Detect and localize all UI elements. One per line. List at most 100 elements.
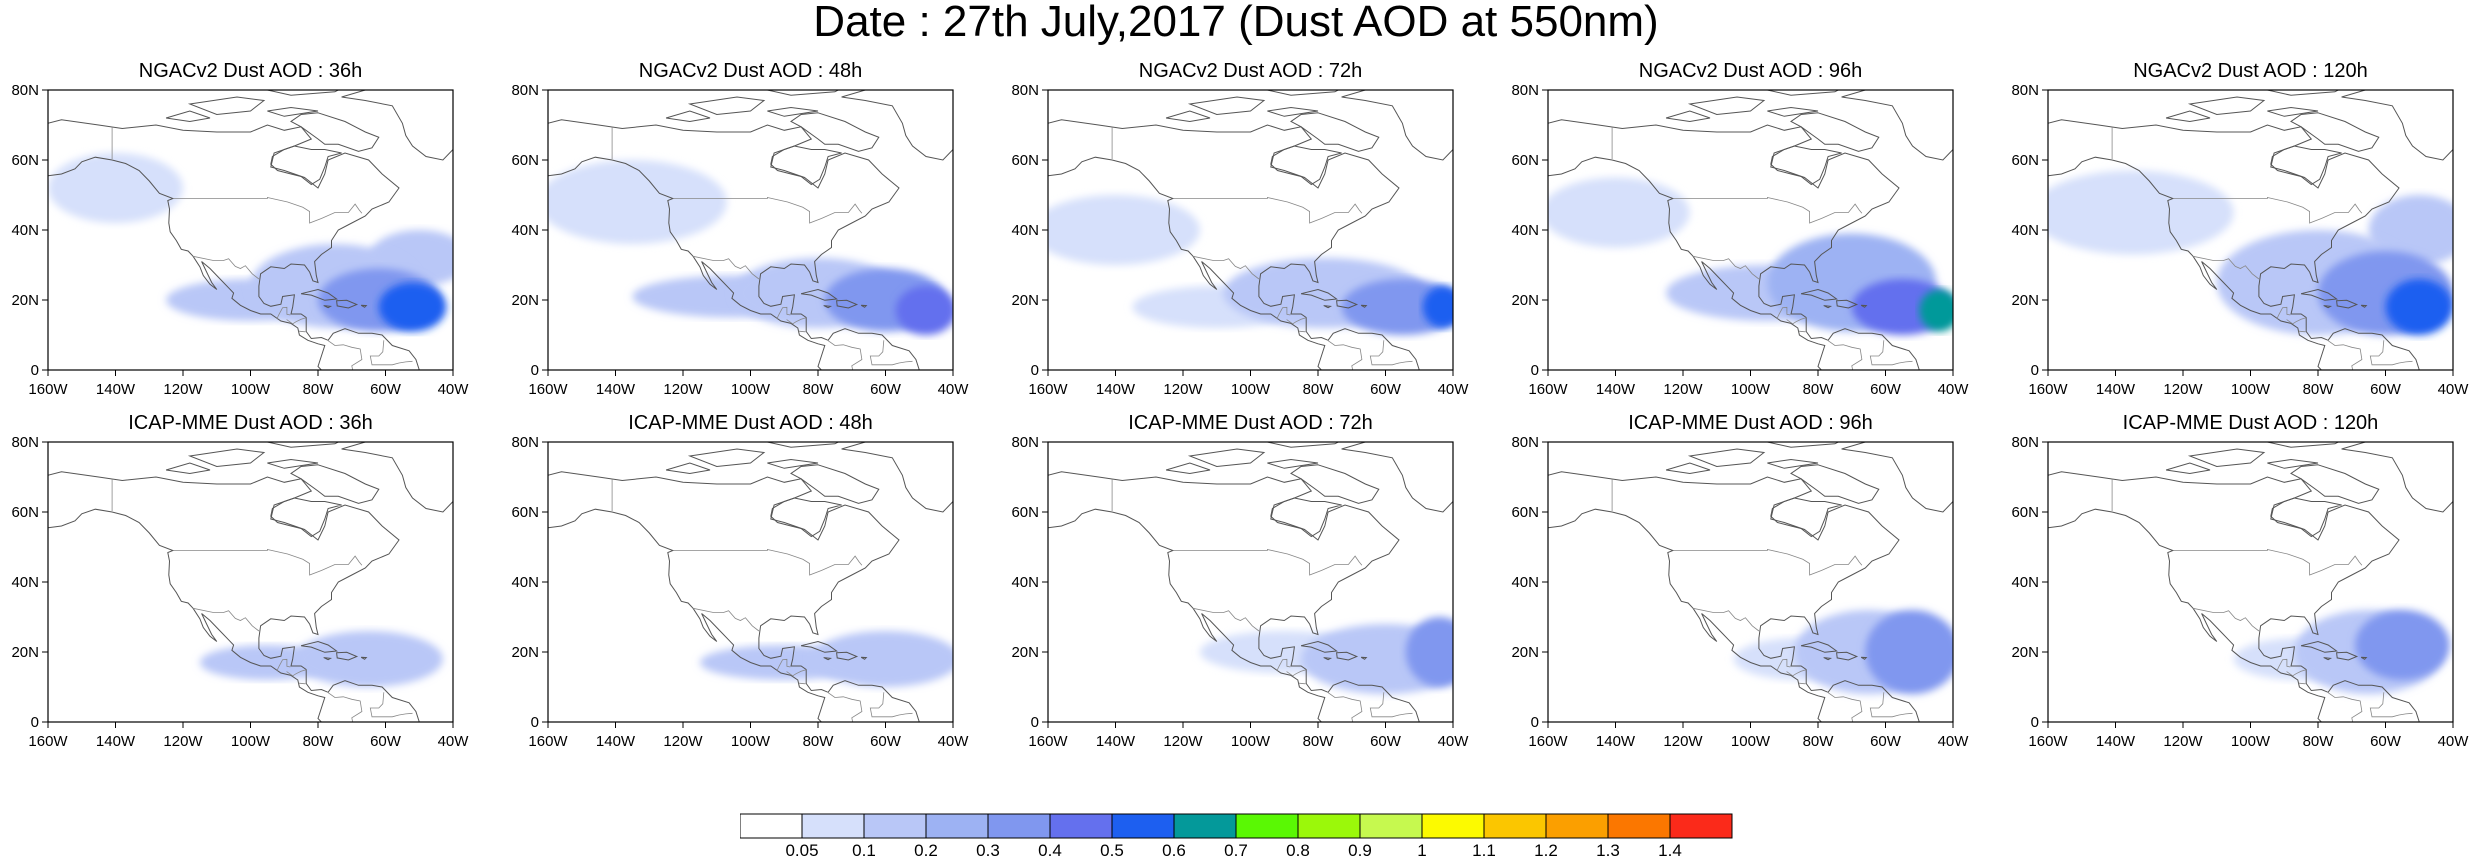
coastline (360, 304, 368, 308)
lon-tick-label: 140W (2096, 733, 2136, 750)
lat-tick-label: 20N (1011, 292, 1039, 309)
country-border (2172, 549, 2363, 576)
coastline (2267, 90, 2340, 96)
coastline (336, 651, 359, 661)
lon-tick-label: 40W (938, 381, 970, 398)
country-border (798, 682, 806, 685)
lat-tick-label: 0 (1031, 714, 1039, 731)
country-border (869, 692, 913, 718)
panel-title: NGACv2 Dust AOD : 120h (2133, 60, 2368, 82)
country-border (326, 339, 363, 370)
lon-tick-label: 60W (1870, 381, 1902, 398)
coastline (823, 305, 833, 309)
coastline (1767, 458, 1819, 469)
coastline (926, 374, 953, 378)
panel-title: ICAP-MME Dust AOD : 120h (2122, 412, 2379, 434)
country-border (2369, 692, 2413, 718)
coastline (1767, 90, 1840, 96)
coastline (270, 497, 342, 538)
lon-tick-label: 40W (438, 381, 470, 398)
lon-tick-label: 160W (1028, 381, 1068, 398)
country-border (1693, 607, 1760, 632)
coastline (841, 90, 953, 161)
panel-title: NGACv2 Dust AOD : 36h (138, 60, 363, 82)
map-plot: 160W 140W 120W 100W 80W 60W 40W 80N 60N 40N 20N 0 (511, 82, 970, 398)
coastline (1800, 288, 1838, 301)
coastline (2048, 508, 2326, 722)
lat-tick-label: 20N (2011, 292, 2039, 309)
colorbar-label: 1 (1417, 841, 1426, 856)
lon-tick-label: 160W (528, 381, 568, 398)
coastline (1823, 657, 1833, 661)
coastline (767, 458, 819, 469)
coastline (165, 462, 211, 475)
country-border (1326, 691, 1363, 722)
lat-tick-label: 80N (11, 434, 39, 451)
map-panel: NGACv2 Dust AOD : 36h 160W 140W 120W 100W 80W… (0, 60, 470, 398)
colorbar-swatch (863, 813, 927, 839)
map-panel: ICAP-MME Dust AOD : 72h 160W 140W 120W 100W 8… (1000, 412, 1470, 750)
coastline (1860, 656, 1868, 660)
lat-tick-label: 80N (2011, 434, 2039, 451)
lat-tick-label: 20N (1511, 292, 1539, 309)
lon-tick-label: 120W (1163, 733, 1203, 750)
coastline (841, 442, 953, 513)
lat-tick-label: 80N (1511, 434, 1539, 451)
map-panel: ICAP-MME Dust AOD : 48h 160W 140W 120W 100W 8… (500, 412, 970, 750)
coastline (823, 657, 833, 661)
country-border (172, 197, 363, 224)
country-border (2276, 306, 2291, 320)
colorbar-label: 1.3 (1596, 841, 1620, 856)
coastline (2048, 471, 2421, 722)
map-plot: 160W 140W 120W 100W 80W 60W 40W 80N 60N 40N 20N 0 (1511, 434, 1970, 750)
lat-tick-label: 40N (2011, 574, 2039, 591)
dust-aod-region (2385, 279, 2453, 335)
coastline (1790, 112, 1880, 152)
coastline (1823, 305, 1833, 309)
lon-tick-label: 40W (1938, 733, 1970, 750)
lat-tick-label: 0 (2031, 362, 2039, 379)
lat-tick-label: 0 (531, 362, 539, 379)
dust-aod-region (1548, 177, 1690, 248)
country-border (786, 669, 808, 677)
coastline (2341, 90, 2453, 161)
lon-tick-label: 100W (731, 381, 771, 398)
lon-tick-label: 60W (1370, 381, 1402, 398)
lat-tick-label: 80N (1011, 434, 1039, 451)
map-panel: NGACv2 Dust AOD : 48h 160W 140W 120W 100W 80W… (500, 60, 970, 398)
coastline (300, 640, 338, 653)
colorbar-swatch (987, 813, 1051, 839)
coastline (1267, 90, 1340, 96)
coastline (1165, 110, 1211, 123)
coastline (860, 304, 868, 308)
lon-tick-label: 80W (2303, 733, 2335, 750)
coastline (548, 119, 921, 370)
country-border (276, 306, 291, 320)
lat-tick-label: 20N (2011, 644, 2039, 661)
coastline (1336, 651, 1359, 661)
map-panel: ICAP-MME Dust AOD : 36h 160W 140W 120W 100W 8… (0, 412, 470, 750)
country-border (1276, 658, 1291, 672)
lat-tick-label: 40N (1511, 574, 1539, 591)
panel-title: NGACv2 Dust AOD : 72h (1138, 60, 1363, 82)
map-plot: 160W 140W 120W 100W 80W 60W 40W 80N 60N 40N 20N 0 (511, 434, 969, 750)
country-border (1172, 197, 1363, 224)
lat-tick-label: 0 (31, 362, 39, 379)
lon-tick-label: 140W (1596, 381, 1636, 398)
country-border (193, 255, 260, 280)
country-border (2298, 330, 2306, 333)
coastline (1841, 442, 1953, 513)
colorbar-swatch (1607, 813, 1671, 839)
lat-tick-label: 40N (1011, 222, 1039, 239)
coastline (860, 656, 868, 660)
coastline (2323, 305, 2333, 309)
lat-tick-label: 0 (31, 714, 39, 731)
coastline (1267, 442, 1340, 448)
coastline (290, 112, 380, 152)
lat-tick-label: 60N (1011, 504, 1039, 521)
coastline (1267, 458, 1319, 469)
coastline (767, 106, 819, 117)
coastline (767, 442, 840, 448)
lat-tick-label: 60N (511, 504, 539, 521)
coastline (665, 110, 711, 123)
